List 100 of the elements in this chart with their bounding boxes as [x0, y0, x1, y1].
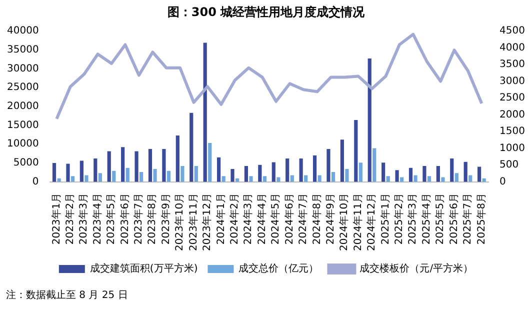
x-tick-label: 2023年6月 [118, 192, 131, 245]
x-tick-label: 2025年2月 [393, 192, 406, 245]
bar [134, 151, 138, 182]
y2-tick-label: 4000 [500, 42, 526, 54]
x-tick-label: 2023年8月 [146, 192, 158, 245]
y2-tick-label: 2000 [500, 109, 526, 120]
x-tick-label: 2023年3月 [78, 192, 90, 245]
bar [468, 175, 472, 182]
bar [290, 175, 294, 182]
x-tick-label: 2025年4月 [420, 192, 432, 245]
x-tick-label: 2024年2月 [228, 192, 240, 245]
bar [162, 149, 166, 182]
y-tick-label: 40000 [7, 26, 39, 37]
y2-tick-label: 3500 [500, 59, 526, 70]
y-tick-label: 15000 [7, 120, 39, 131]
x-tick-label: 2024年1月 [214, 192, 227, 245]
bar [395, 170, 399, 182]
bar [286, 158, 290, 182]
bar [153, 169, 157, 182]
bar [436, 166, 440, 182]
bar [304, 175, 308, 182]
bar [80, 160, 84, 182]
x-tick-label: 2024年3月 [242, 192, 254, 245]
x-tick-label: 2025年1月 [379, 192, 392, 245]
text: 注：数据截止至 8 月 25 日 [6, 288, 128, 302]
x-tick-label: 2024年11月 [352, 192, 364, 252]
bar [112, 170, 116, 182]
bar [358, 162, 362, 182]
legend-label: 成交楼板价（元/平方米） [360, 262, 474, 275]
x-tick-label: 2024年4月 [256, 192, 268, 245]
y-tick-label: 30000 [7, 63, 39, 74]
y2-tick-label: 4500 [500, 26, 526, 37]
bar [98, 173, 102, 182]
bar [382, 162, 386, 182]
x-tick-label: 2024年10月 [338, 192, 350, 252]
bar [180, 166, 184, 182]
x-tick-label: 2023年5月 [105, 192, 118, 245]
bar [312, 155, 317, 182]
bar [194, 166, 198, 182]
bar [331, 172, 336, 182]
x-tick-label: 2023年9月 [160, 192, 172, 245]
x-tick-label: 2024年8月 [310, 192, 323, 245]
y2-tick-label: 500 [500, 160, 519, 171]
bar [427, 176, 432, 182]
y-tick-label: 20000 [7, 101, 39, 112]
bar [94, 158, 98, 182]
bar [272, 162, 276, 182]
bar [326, 149, 330, 182]
bar [454, 173, 458, 182]
bar [258, 164, 262, 182]
bar [107, 151, 111, 182]
bar [190, 112, 194, 182]
x-tick-label: 2023年10月 [174, 192, 186, 252]
x-tick-label: 2023年1月 [50, 192, 62, 245]
bar [345, 169, 349, 182]
bar [262, 176, 267, 182]
y2-tick-label: 2500 [500, 92, 526, 104]
x-tick-label: 2023年12月 [201, 192, 214, 252]
bar [354, 120, 358, 182]
bar [464, 162, 468, 182]
x-tick-label: 2025年5月 [434, 192, 446, 245]
y-tick-label: 35000 [7, 44, 39, 56]
y-tick-label: 0 [32, 176, 39, 188]
x-tick-label: 2024年7月 [297, 192, 310, 245]
legend-label: 成交建筑面积(万平方米) [90, 262, 198, 275]
bar [477, 166, 482, 182]
bar [208, 142, 212, 182]
bar [386, 176, 390, 182]
x-tick-label: 2023年7月 [132, 192, 145, 245]
y2-tick-label: 1000 [500, 142, 526, 154]
bar [140, 172, 144, 182]
bar [408, 168, 413, 182]
bar [166, 170, 171, 182]
y-tick-label: 5000 [13, 158, 39, 169]
bar [121, 147, 125, 182]
bar [222, 176, 226, 182]
x-tick-label: 2025年7月 [462, 192, 474, 245]
x-tick-label: 2025年6月 [448, 192, 460, 245]
x-tick-label: 2024年5月 [270, 192, 282, 245]
bar [414, 175, 418, 182]
bar [368, 58, 372, 182]
x-tick-label: 2023年2月 [64, 192, 76, 245]
x-tick-label: 2024年12月 [366, 192, 378, 252]
bar [203, 42, 207, 182]
x-tick-label: 2024年6月 [283, 192, 296, 245]
y2-tick-label: 0 [500, 176, 506, 188]
x-tick-label: 2025年8月 [475, 192, 488, 245]
y2-tick-label: 3000 [500, 76, 526, 87]
bar [126, 168, 130, 182]
bar [70, 176, 75, 182]
y2-tick-label: 1500 [500, 126, 526, 138]
x-tick-label: 2025年3月 [406, 192, 419, 245]
bar [372, 148, 376, 182]
bar [66, 164, 70, 182]
bar [84, 175, 88, 182]
bar [249, 176, 253, 182]
bar [52, 162, 56, 182]
x-tick-label: 2023年4月 [91, 192, 104, 245]
bar [299, 158, 303, 182]
bar [176, 135, 180, 182]
